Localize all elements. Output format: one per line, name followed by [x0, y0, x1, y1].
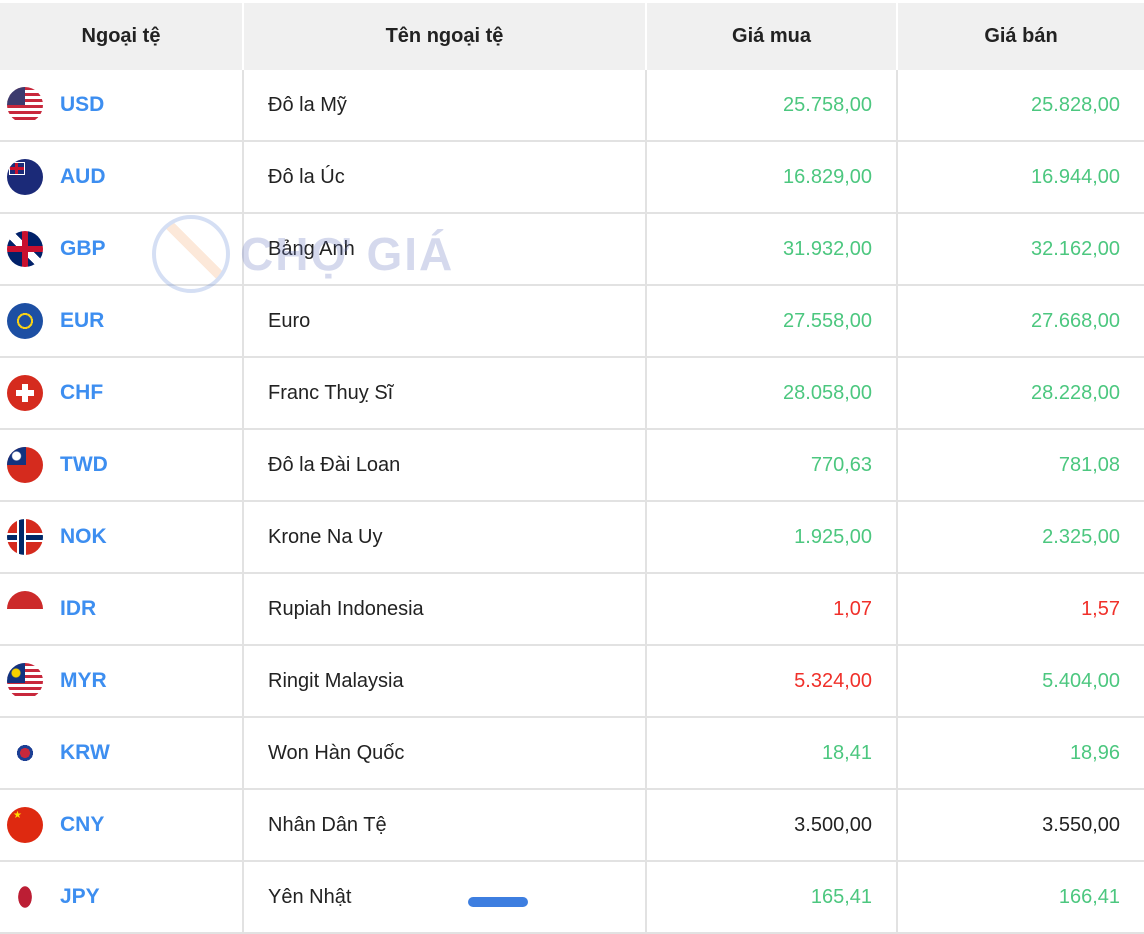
- sell-price: 5.404,00: [897, 645, 1144, 718]
- buy-price: 18,41: [646, 717, 898, 790]
- currency-code-cell: USD: [0, 70, 244, 142]
- ch-flag-icon: [7, 375, 43, 411]
- currency-code-cell: JPY: [0, 861, 244, 934]
- header-currency-code: Ngoại tệ: [0, 3, 244, 70]
- buy-price: 165,41: [646, 861, 898, 934]
- sell-price: 18,96: [897, 717, 1144, 790]
- currency-name: Krone Na Uy: [243, 501, 647, 574]
- sell-price: 28.228,00: [897, 357, 1144, 430]
- table-row: USD Đô la Mỹ 25.758,00 25.828,00: [0, 70, 1144, 142]
- buy-price: 1.925,00: [646, 501, 898, 574]
- currency-code-cell: AUD: [0, 141, 244, 214]
- exchange-rate-table: Ngoại tệ Tên ngoại tệ Giá mua Giá bán US…: [0, 3, 1144, 934]
- currency-name: Đô la Mỹ: [243, 70, 647, 142]
- currency-name: Đô la Úc: [243, 141, 647, 214]
- currency-code-cell: TWD: [0, 429, 244, 502]
- currency-code-cell: MYR: [0, 645, 244, 718]
- gb-flag-icon: [7, 231, 43, 267]
- kr-flag-icon: [7, 735, 43, 771]
- sell-price: 2.325,00: [897, 501, 1144, 574]
- sell-price: 3.550,00: [897, 789, 1144, 862]
- buy-price: 770,63: [646, 429, 898, 502]
- buy-price: 5.324,00: [646, 645, 898, 718]
- table-row: MYR Ringit Malaysia 5.324,00 5.404,00: [0, 645, 1144, 718]
- currency-code-link[interactable]: USD: [60, 93, 105, 116]
- currency-code-link[interactable]: KRW: [60, 741, 110, 764]
- sell-price: 25.828,00: [897, 70, 1144, 142]
- header-buy-price: Giá mua: [646, 3, 898, 70]
- id-flag-icon: [7, 591, 43, 627]
- buy-price: 31.932,00: [646, 213, 898, 286]
- sell-price: 1,57: [897, 573, 1144, 646]
- no-flag-icon: [7, 519, 43, 555]
- currency-code-cell: NOK: [0, 501, 244, 574]
- table-row: CNY Nhân Dân Tệ 3.500,00 3.550,00: [0, 789, 1144, 862]
- header-currency-name: Tên ngoại tệ: [243, 3, 647, 70]
- currency-code-link[interactable]: IDR: [60, 597, 97, 620]
- currency-code-link[interactable]: CNY: [60, 813, 105, 836]
- sell-price: 781,08: [897, 429, 1144, 502]
- table-row: GBP Bảng Anh 31.932,00 32.162,00: [0, 213, 1144, 286]
- scroll-to-top-button[interactable]: [468, 897, 528, 907]
- buy-price: 28.058,00: [646, 357, 898, 430]
- my-flag-icon: [7, 663, 43, 699]
- currency-code-cell: IDR: [0, 573, 244, 646]
- table-row: KRW Won Hàn Quốc 18,41 18,96: [0, 717, 1144, 790]
- header-sell-price: Giá bán: [897, 3, 1144, 70]
- currency-code-link[interactable]: NOK: [60, 525, 107, 548]
- tw-flag-icon: [7, 447, 43, 483]
- buy-price: 1,07: [646, 573, 898, 646]
- table-row: AUD Đô la Úc 16.829,00 16.944,00: [0, 141, 1144, 214]
- currency-code-link[interactable]: MYR: [60, 669, 107, 692]
- table-row: CHF Franc Thuỵ Sĩ 28.058,00 28.228,00: [0, 357, 1144, 430]
- table-header: Ngoại tệ Tên ngoại tệ Giá mua Giá bán: [0, 3, 1144, 70]
- currency-name: Yên Nhật: [243, 861, 647, 934]
- currency-name: Bảng Anh: [243, 213, 647, 286]
- cn-flag-icon: [7, 807, 43, 843]
- table-row: JPY Yên Nhật 165,41 166,41: [0, 861, 1144, 934]
- table-row: IDR Rupiah Indonesia 1,07 1,57: [0, 573, 1144, 646]
- table-row: TWD Đô la Đài Loan 770,63 781,08: [0, 429, 1144, 502]
- us-flag-icon: [7, 87, 43, 123]
- buy-price: 16.829,00: [646, 141, 898, 214]
- currency-name: Đô la Đài Loan: [243, 429, 647, 502]
- buy-price: 27.558,00: [646, 285, 898, 358]
- jp-flag-icon: [7, 879, 43, 915]
- currency-name: Ringit Malaysia: [243, 645, 647, 718]
- currency-code-link[interactable]: AUD: [60, 165, 106, 188]
- currency-code-link[interactable]: GBP: [60, 237, 106, 260]
- currency-code-cell: KRW: [0, 717, 244, 790]
- au-flag-icon: [7, 159, 43, 195]
- currency-code-link[interactable]: JPY: [60, 885, 100, 908]
- currency-code-cell: CHF: [0, 357, 244, 430]
- currency-code-cell: EUR: [0, 285, 244, 358]
- eu-flag-icon: [7, 303, 43, 339]
- sell-price: 32.162,00: [897, 213, 1144, 286]
- sell-price: 27.668,00: [897, 285, 1144, 358]
- currency-code-cell: CNY: [0, 789, 244, 862]
- currency-code-link[interactable]: CHF: [60, 381, 104, 404]
- currency-code-link[interactable]: TWD: [60, 453, 108, 476]
- table-row: EUR Euro 27.558,00 27.668,00: [0, 285, 1144, 358]
- currency-name: Rupiah Indonesia: [243, 573, 647, 646]
- currency-name: Won Hàn Quốc: [243, 717, 647, 790]
- currency-code-cell: GBP: [0, 213, 244, 286]
- sell-price: 16.944,00: [897, 141, 1144, 214]
- buy-price: 25.758,00: [646, 70, 898, 142]
- currency-name: Franc Thuỵ Sĩ: [243, 357, 647, 430]
- currency-code-link[interactable]: EUR: [60, 309, 105, 332]
- sell-price: 166,41: [897, 861, 1144, 934]
- currency-name: Nhân Dân Tệ: [243, 789, 647, 862]
- table-row: NOK Krone Na Uy 1.925,00 2.325,00: [0, 501, 1144, 574]
- buy-price: 3.500,00: [646, 789, 898, 862]
- currency-name: Euro: [243, 285, 647, 358]
